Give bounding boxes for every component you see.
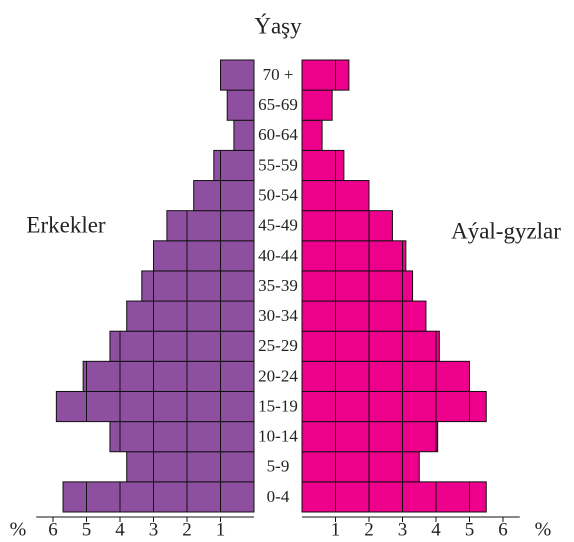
age-label: 50-54 (258, 186, 298, 205)
bar (301, 390, 487, 423)
age-label: 30-34 (258, 306, 298, 325)
bar (301, 149, 345, 182)
age-label: 25-29 (258, 336, 298, 355)
bar (109, 330, 255, 362)
x-tick-label: 3 (149, 519, 159, 540)
bar (301, 421, 439, 453)
bar (82, 360, 255, 392)
bar (301, 481, 487, 513)
bar (301, 59, 350, 91)
bar (109, 421, 255, 453)
bar (301, 119, 323, 151)
bar (193, 180, 255, 212)
legend-left: Erkekler (26, 212, 106, 237)
age-label: 40-44 (258, 246, 298, 265)
x-tick-label: 2 (364, 519, 374, 540)
bar (153, 240, 255, 272)
x-tick-label: 6 (498, 519, 508, 540)
x-tick-label: 3 (398, 519, 408, 540)
bar (301, 360, 470, 392)
age-label: 20-24 (258, 366, 298, 385)
age-label: 15-19 (258, 396, 298, 415)
bar (301, 300, 427, 332)
legend-right: Aýal-gyzlar (451, 218, 561, 243)
chart-title: Ýaşy (254, 13, 302, 38)
x-tick-label: 5 (82, 519, 92, 540)
bar (166, 210, 255, 242)
x-tick-label: 1 (216, 519, 226, 540)
bar (126, 300, 255, 332)
bar (226, 89, 255, 121)
bar (233, 119, 255, 151)
unit-right: % (535, 519, 552, 541)
age-label: 65-69 (258, 95, 298, 114)
bar (126, 451, 255, 483)
x-tick-label: 4 (431, 519, 441, 540)
age-label: 70 + (263, 65, 294, 84)
x-tick-label: 5 (465, 519, 475, 540)
x-tick-label: 1 (331, 519, 341, 540)
bar (141, 270, 255, 302)
age-label: 0-4 (267, 487, 290, 506)
age-label: 45-49 (258, 216, 298, 235)
bar (55, 390, 255, 423)
age-label: 35-39 (258, 276, 298, 295)
bar (301, 330, 440, 362)
bar (301, 240, 407, 272)
age-label: 5-9 (267, 457, 290, 476)
age-label: 55-59 (258, 155, 298, 174)
bar (213, 149, 255, 182)
unit-left: % (10, 519, 27, 541)
bar (62, 481, 255, 513)
age-label: 10-14 (258, 427, 298, 446)
x-tick-label: 6 (48, 519, 58, 540)
bar (301, 270, 414, 302)
bar (220, 59, 255, 91)
bar (301, 89, 333, 121)
x-tick-label: 4 (115, 519, 125, 540)
bar (301, 451, 420, 483)
age-label: 60-64 (258, 125, 298, 144)
bar (301, 210, 393, 242)
x-tick-label: 2 (182, 519, 192, 540)
